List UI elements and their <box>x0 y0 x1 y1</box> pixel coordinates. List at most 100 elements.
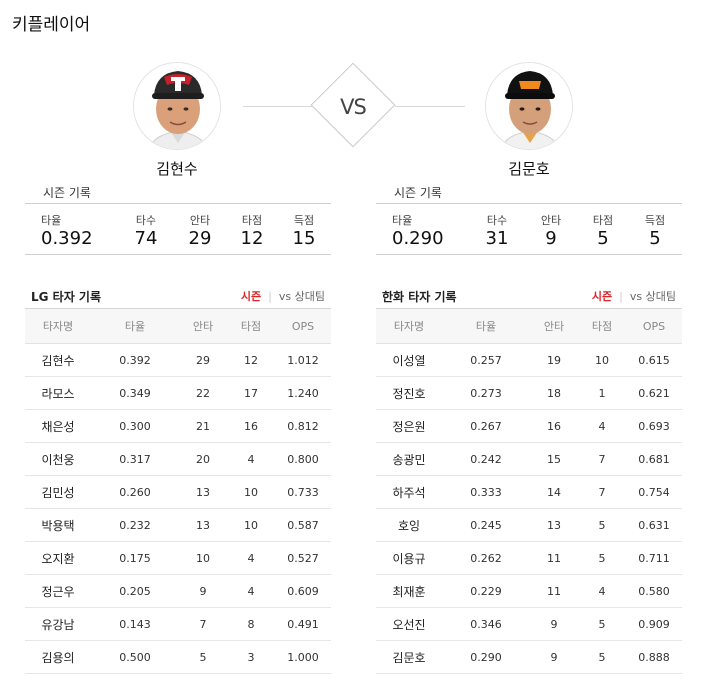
table-row[interactable]: 하주석 0.333 14 7 0.754 <box>376 475 682 509</box>
season-stat-label: 타수 <box>486 214 508 227</box>
rbi-cell: 5 <box>578 541 626 575</box>
right-player-photo-icon <box>486 63 572 149</box>
season-stat-value: 0.392 <box>41 228 93 249</box>
tab-season[interactable]: 시즌 <box>591 290 613 303</box>
rbi-cell: 10 <box>227 508 275 542</box>
player-name-cell[interactable]: 이성열 <box>376 343 442 377</box>
player-name-cell[interactable]: 김현수 <box>25 343 91 377</box>
player-name-cell[interactable]: 오지환 <box>25 541 91 575</box>
table-row[interactable]: 오선진 0.346 9 5 0.909 <box>376 607 682 641</box>
left-season-summary: 시즌 기록 타율 0.392 타수 74 안타 29 타점 12 득점 15 <box>25 184 331 255</box>
batting-tabs: 시즌 | vs 상대팀 <box>241 288 325 304</box>
column-header: OPS <box>275 308 331 344</box>
season-stat-value: 12 <box>240 228 264 249</box>
rbi-cell: 16 <box>227 409 275 443</box>
avg-cell: 0.175 <box>91 541 179 575</box>
avg-cell: 0.333 <box>442 475 530 509</box>
player-name-cell[interactable]: 유강남 <box>25 607 91 641</box>
tab-vs-opponent[interactable]: vs 상대팀 <box>629 290 676 303</box>
table-row[interactable]: 김문호 0.290 9 5 0.888 <box>376 640 682 674</box>
season-stat-label: 타율 <box>392 214 413 227</box>
player-name-cell[interactable]: 정은원 <box>376 409 442 443</box>
season-stat-value: 5 <box>649 228 661 249</box>
table-row[interactable]: 김현수 0.392 29 12 1.012 <box>25 343 331 377</box>
player-name-cell[interactable]: 송광민 <box>376 442 442 476</box>
tab-vs-opponent[interactable]: vs 상대팀 <box>278 290 325 303</box>
table-header-row: 타자명 타율 안타 타점 OPS <box>25 308 331 344</box>
player-name-cell[interactable]: 이천웅 <box>25 442 91 476</box>
avg-cell: 0.245 <box>442 508 530 542</box>
batting-tabs: 시즌 | vs 상대팀 <box>592 288 676 304</box>
player-name-cell[interactable]: 호잉 <box>376 508 442 542</box>
left-player-avatar[interactable] <box>133 62 221 150</box>
player-name-cell[interactable]: 이용규 <box>376 541 442 575</box>
ops-cell: 1.000 <box>275 640 331 674</box>
table-row[interactable]: 김용의 0.500 5 3 1.000 <box>25 640 331 674</box>
ops-cell: 1.240 <box>275 376 331 410</box>
hits-cell: 9 <box>530 640 578 674</box>
player-name-cell[interactable]: 정진호 <box>376 376 442 410</box>
player-name-cell[interactable]: 하주석 <box>376 475 442 509</box>
ops-cell: 0.888 <box>626 640 682 674</box>
table-row[interactable]: 유강남 0.143 7 8 0.491 <box>25 607 331 641</box>
player-name-cell[interactable]: 라모스 <box>25 376 91 410</box>
player-name-cell[interactable]: 오선진 <box>376 607 442 641</box>
avg-cell: 0.262 <box>442 541 530 575</box>
player-name-cell[interactable]: 최재훈 <box>376 574 442 608</box>
ops-cell: 0.527 <box>275 541 331 575</box>
season-stat-hits: 안타 29 <box>175 204 225 256</box>
table-row[interactable]: 라모스 0.349 22 17 1.240 <box>25 376 331 410</box>
avg-cell: 0.317 <box>91 442 179 476</box>
vs-divider-left <box>243 106 313 107</box>
table-row[interactable]: 이성열 0.257 19 10 0.615 <box>376 343 682 377</box>
table-row[interactable]: 정은원 0.267 16 4 0.693 <box>376 409 682 443</box>
player-name-cell[interactable]: 김용의 <box>25 640 91 674</box>
hits-cell: 9 <box>179 574 227 608</box>
table-row[interactable]: 김민성 0.260 13 10 0.733 <box>25 475 331 509</box>
avg-cell: 0.349 <box>91 376 179 410</box>
table-row[interactable]: 오지환 0.175 10 4 0.527 <box>25 541 331 575</box>
rbi-cell: 4 <box>227 442 275 476</box>
table-row[interactable]: 정진호 0.273 18 1 0.621 <box>376 376 682 410</box>
player-name-cell[interactable]: 박용택 <box>25 508 91 542</box>
column-header: 안타 <box>179 308 227 344</box>
page-title: 키플레이어 <box>12 15 91 35</box>
rbi-cell: 5 <box>578 607 626 641</box>
avg-cell: 0.205 <box>91 574 179 608</box>
player-name-cell[interactable]: 정근우 <box>25 574 91 608</box>
rbi-cell: 12 <box>227 343 275 377</box>
hits-cell: 13 <box>530 508 578 542</box>
player-name-cell[interactable]: 김문호 <box>376 640 442 674</box>
hits-cell: 13 <box>179 475 227 509</box>
avg-cell: 0.242 <box>442 442 530 476</box>
table-row[interactable]: 채은성 0.300 21 16 0.812 <box>25 409 331 443</box>
season-summary-box: 타율 0.392 타수 74 안타 29 타점 12 득점 15 <box>25 203 331 255</box>
season-stat-hits: 안타 9 <box>526 204 576 256</box>
player-name-cell[interactable]: 김민성 <box>25 475 91 509</box>
rbi-cell: 7 <box>578 475 626 509</box>
table-row[interactable]: 박용택 0.232 13 10 0.587 <box>25 508 331 542</box>
column-header: 타자명 <box>376 308 442 344</box>
table-row[interactable]: 정근우 0.205 9 4 0.609 <box>25 574 331 608</box>
season-stat-ab: 타수 74 <box>121 204 171 256</box>
left-player-name[interactable]: 김현수 <box>156 160 198 178</box>
right-player-avatar[interactable] <box>485 62 573 150</box>
season-summary-box: 타율 0.290 타수 31 안타 9 타점 5 득점 5 <box>376 203 682 255</box>
ops-cell: 0.609 <box>275 574 331 608</box>
season-stat-label: 안타 <box>189 214 211 227</box>
table-row[interactable]: 호잉 0.245 13 5 0.631 <box>376 508 682 542</box>
table-row[interactable]: 최재훈 0.229 11 4 0.580 <box>376 574 682 608</box>
batting-panel-title: 한화 타자 기록 <box>382 290 457 304</box>
ops-cell: 0.587 <box>275 508 331 542</box>
table-row[interactable]: 송광민 0.242 15 7 0.681 <box>376 442 682 476</box>
hits-cell: 11 <box>530 541 578 575</box>
hits-cell: 19 <box>530 343 578 377</box>
right-player-name[interactable]: 김문호 <box>508 160 550 178</box>
table-row[interactable]: 이용규 0.262 11 5 0.711 <box>376 541 682 575</box>
tab-season[interactable]: 시즌 <box>240 290 262 303</box>
column-header: 타자명 <box>25 308 91 344</box>
hits-cell: 21 <box>179 409 227 443</box>
table-row[interactable]: 이천웅 0.317 20 4 0.800 <box>25 442 331 476</box>
column-header: OPS <box>626 308 682 344</box>
player-name-cell[interactable]: 채은성 <box>25 409 91 443</box>
